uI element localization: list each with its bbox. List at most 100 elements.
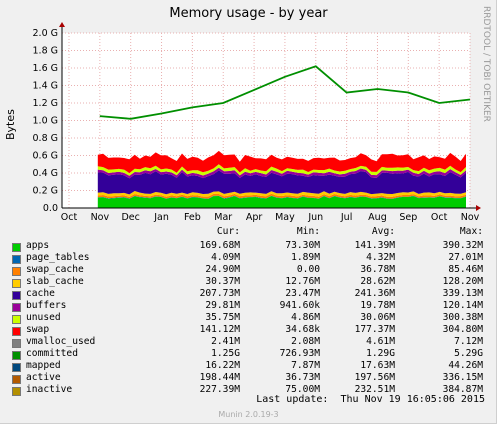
legend-max-value: 300.38M xyxy=(442,312,483,323)
last-update-value: Thu Nov 19 16:05:06 2015 xyxy=(340,394,486,405)
legend-max-value: 128.20M xyxy=(442,276,483,287)
x-tick-label: Mar xyxy=(214,212,232,223)
last-update: Last update: Thu Nov 19 16:05:06 2015 xyxy=(256,394,485,405)
legend-avg-value: 4.61M xyxy=(366,336,395,347)
legend-max-value: 27.01M xyxy=(448,252,483,263)
y-tick-label: 0.0 xyxy=(43,203,58,214)
x-tick-label: Jul xyxy=(340,212,352,223)
legend-swatch xyxy=(12,327,21,336)
legend-min-value: 7.87M xyxy=(291,360,320,371)
legend-min-value: 73.30M xyxy=(285,240,320,251)
legend-min-value: 75.00M xyxy=(285,384,320,395)
legend-cur-value: 1.25G xyxy=(211,348,240,359)
x-tick-label: Nov xyxy=(91,212,110,223)
legend-max-value: 5.29G xyxy=(454,348,483,359)
x-axis-arrow xyxy=(476,205,481,211)
y-tick-label: 0.8 G xyxy=(33,133,59,144)
legend-swatch xyxy=(12,303,21,312)
legend-name: cache xyxy=(26,288,55,299)
legend-cur-value: 169.68M xyxy=(199,240,240,251)
legend-cur-value: 207.73M xyxy=(199,288,240,299)
legend-swatch xyxy=(12,243,21,252)
legend-cur-value: 30.37M xyxy=(205,276,240,287)
y-tick-label: 2.0 G xyxy=(33,28,59,39)
axes: 0.0 0.2 G 0.4 G 0.6 G 0.8 G 1.0 G 1.2 G 1.4 G 1.… xyxy=(33,22,481,223)
legend-header-min: Min: xyxy=(296,226,320,237)
y-tick-label: 0.6 G xyxy=(33,151,59,162)
legend-name: buffers xyxy=(26,300,67,311)
legend-max-value: 85.46M xyxy=(448,264,483,275)
area-cache xyxy=(97,170,467,195)
x-tick-label: Oct xyxy=(431,212,448,223)
legend-max-value: 44.26M xyxy=(448,360,483,371)
legend-min-value: 726.93M xyxy=(279,348,320,359)
legend-avg-value: 241.36M xyxy=(354,288,395,299)
legend-cur-value: 141.12M xyxy=(199,324,240,335)
area-swap xyxy=(97,150,467,174)
area-swap_cache xyxy=(97,193,467,199)
x-tick-label: Dec xyxy=(121,212,139,223)
legend-avg-value: 1.29G xyxy=(366,348,395,359)
legend-avg-value: 19.78M xyxy=(360,300,395,311)
legend-min-value: 0.00 xyxy=(296,264,320,275)
area-buffers xyxy=(97,167,467,179)
y-tick-label: 1.6 G xyxy=(33,63,59,74)
legend-avg-value: 4.32M xyxy=(366,252,395,263)
legend-max-value: 390.32M xyxy=(442,240,483,251)
legend-max-value: 336.15M xyxy=(442,372,483,383)
legend-cur-value: 227.39M xyxy=(199,384,240,395)
area-unused xyxy=(97,164,467,176)
x-tick-label: May xyxy=(275,212,295,223)
legend-cur-value: 198.44M xyxy=(199,372,240,383)
legend-name: inactive xyxy=(26,384,73,395)
legend-max-value: 7.12M xyxy=(454,336,483,347)
legend-max-value: 384.87M xyxy=(442,384,483,395)
legend-cur-value: 29.81M xyxy=(205,300,240,311)
legend-header-cur: Cur: xyxy=(216,226,240,237)
y-tick-label: 1.2 G xyxy=(33,98,59,109)
legend-min-value: 2.08M xyxy=(291,336,320,347)
x-tick-label: Feb xyxy=(184,212,201,223)
legend-name: swap xyxy=(26,324,50,335)
legend-avg-value: 197.56M xyxy=(354,372,395,383)
legend-swatch xyxy=(12,351,21,360)
legend-avg-value: 177.37M xyxy=(354,324,395,335)
legend-cur-value: 16.22M xyxy=(205,360,240,371)
legend-avg-value: 232.51M xyxy=(354,384,395,395)
legend-min-value: 1.89M xyxy=(291,252,320,263)
legend-swatch xyxy=(12,363,21,372)
legend-min-value: 23.47M xyxy=(285,288,320,299)
y-tick-label: 1.4 G xyxy=(33,81,59,92)
legend-header-avg: Avg: xyxy=(371,226,395,237)
area-page_tables xyxy=(97,195,467,199)
legend-header-max: Max: xyxy=(459,226,483,237)
legend-max-value: 304.80M xyxy=(442,324,483,335)
x-tick-label: Sep xyxy=(399,212,417,223)
legend-name: slab_cache xyxy=(26,276,84,287)
legend-name: unused xyxy=(26,312,61,323)
last-update-label: Last update: xyxy=(256,394,329,405)
legend-swatch xyxy=(12,267,21,276)
legend-cur-value: 4.09M xyxy=(211,252,240,263)
line-committed xyxy=(99,65,471,120)
y-tick-label: 0.4 G xyxy=(33,168,59,179)
legend-swatch xyxy=(12,291,21,300)
legend-name: vmalloc_used xyxy=(26,336,96,347)
legend-cur-value: 35.75M xyxy=(205,312,240,323)
y-tick-label: 0.2 G xyxy=(33,186,59,197)
y-axis-arrow xyxy=(59,22,65,27)
legend-swatch xyxy=(12,387,21,396)
legend-min-value: 4.86M xyxy=(291,312,320,323)
legend-name: mapped xyxy=(26,360,61,371)
legend-max-value: 120.14M xyxy=(442,300,483,311)
legend-swatch xyxy=(12,279,21,288)
legend-name: swap_cache xyxy=(26,264,84,275)
legend-name: committed xyxy=(26,348,78,359)
legend-avg-value: 28.62M xyxy=(360,276,395,287)
x-tick-label: Nov xyxy=(461,212,480,223)
chart-title: Memory usage - by year xyxy=(169,6,328,21)
chart-plot: 0.0 0.2 G 0.4 G 0.6 G 0.8 G 1.0 G 1.2 G 1.4 G 1.… xyxy=(33,22,481,223)
area-slab_cache xyxy=(97,191,467,197)
legend-avg-value: 141.39M xyxy=(354,240,395,251)
legend-swatch xyxy=(12,315,21,324)
